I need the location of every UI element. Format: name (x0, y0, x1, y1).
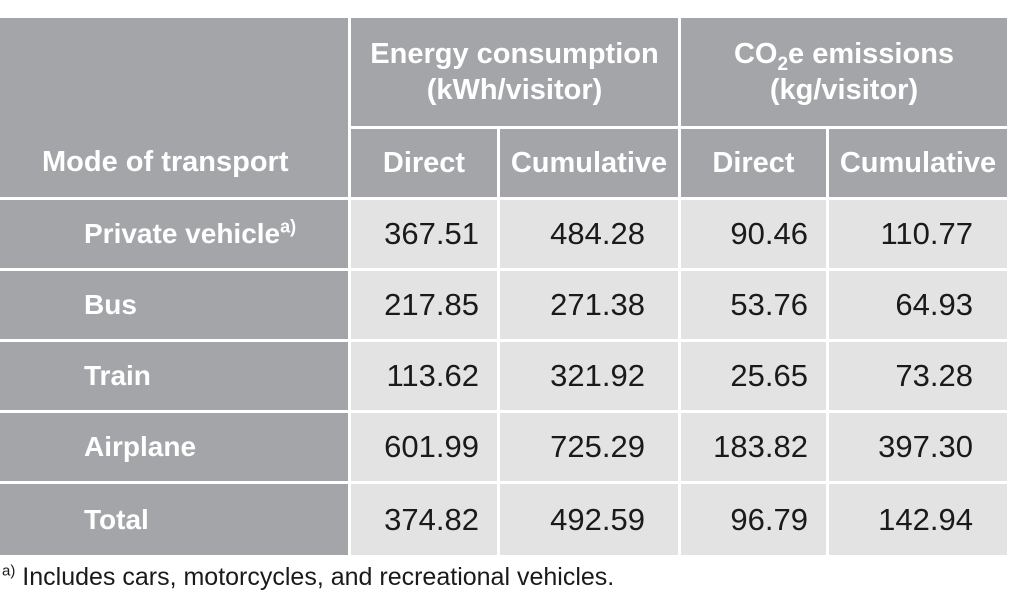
energy-cumulative-cell: 321.92 (500, 342, 681, 413)
energy-direct-cell: 217.85 (351, 271, 500, 342)
row-label-total: Total (0, 484, 351, 555)
co2-direct-cell: 90.46 (681, 200, 829, 271)
energy-group-header: Energy consumption (kWh/visitor) (351, 18, 681, 129)
table-footnote: a) Includes cars, motorcycles, and recre… (2, 563, 614, 592)
row-label-airplane: Airplane (0, 413, 351, 484)
co2-header-subscript: 2 (777, 53, 789, 75)
footnote-marker: a) (2, 562, 16, 580)
table-row-total: Total 374.82 492.59 96.79 142.94 (0, 484, 1007, 555)
table-row-airplane: Airplane 601.99 725.29 183.82 397.30 (0, 413, 1007, 484)
co2-cumulative-cell: 73.28 (829, 342, 1007, 413)
energy-direct-cell: 601.99 (351, 413, 500, 484)
energy-direct-cell: 113.62 (351, 342, 500, 413)
co2-direct-header: Direct (681, 129, 829, 200)
row-label-bus: Bus (0, 271, 351, 342)
row-label-private-vehicle: Private vehiclea) (0, 200, 351, 271)
energy-cumulative-cell: 271.38 (500, 271, 681, 342)
co2-cumulative-cell: 110.77 (829, 200, 1007, 271)
co2-cumulative-header: Cumulative (829, 129, 1007, 200)
table-body: Private vehiclea) 367.51 484.28 90.46 11… (0, 200, 1007, 555)
energy-cumulative-header: Cumulative (500, 129, 681, 200)
co2-cumulative-cell: 142.94 (829, 484, 1007, 555)
table-row-train: Train 113.62 321.92 25.65 73.28 (0, 342, 1007, 413)
co2-direct-cell: 53.76 (681, 271, 829, 342)
co2-cumulative-cell: 397.30 (829, 413, 1007, 484)
mode-column-header: Mode of transport (0, 18, 351, 200)
energy-cumulative-cell: 725.29 (500, 413, 681, 484)
table-row-bus: Bus 217.85 271.38 53.76 64.93 (0, 271, 1007, 342)
table-row-private-vehicle: Private vehiclea) 367.51 484.28 90.46 11… (0, 200, 1007, 271)
row-label-train: Train (0, 342, 351, 413)
co2-cumulative-cell: 64.93 (829, 271, 1007, 342)
data-table-container: Mode of transport Energy consumption (kW… (0, 18, 1007, 555)
energy-cumulative-cell: 492.59 (500, 484, 681, 555)
co2-header-unit: (kg/visitor) (769, 74, 919, 106)
footnote-text: Includes cars, motorcycles, and recreati… (15, 563, 615, 591)
co2-group-header: CO2e emissions (kg/visitor) (681, 18, 1007, 129)
mode-header-label: Mode of transport (42, 146, 289, 178)
energy-direct-cell: 374.82 (351, 484, 500, 555)
row-label-text: Private vehicle (84, 218, 281, 249)
transport-energy-table: Mode of transport Energy consumption (kW… (0, 18, 1007, 555)
energy-direct-cell: 367.51 (351, 200, 500, 271)
co2-direct-cell: 25.65 (681, 342, 829, 413)
energy-cumulative-cell: 484.28 (500, 200, 681, 271)
energy-direct-header: Direct (351, 129, 500, 200)
table-header: Mode of transport Energy consumption (kW… (0, 18, 1007, 200)
energy-header-unit: (kWh/visitor) (426, 74, 603, 106)
energy-header-title: Energy consumption (370, 37, 659, 70)
co2-header-prefix: CO (733, 37, 778, 70)
co2-direct-cell: 183.82 (681, 413, 829, 484)
co2-header-suffix: e emissions (788, 37, 955, 70)
footnote-marker: a) (280, 216, 297, 237)
co2-direct-cell: 96.79 (681, 484, 829, 555)
